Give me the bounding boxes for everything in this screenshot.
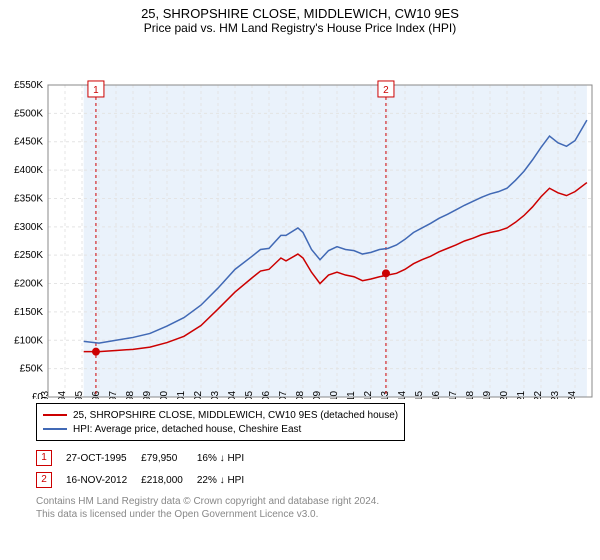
license-line-2: This data is licensed under the Open Gov… xyxy=(36,509,318,520)
transaction-date: 27-OCT-1995 xyxy=(66,447,141,469)
data-band xyxy=(84,85,587,397)
y-tick-label: £500K xyxy=(14,108,43,119)
y-tick-label: £50K xyxy=(20,364,44,375)
x-tick-label: 2002 xyxy=(193,390,204,399)
x-tick-label: 1999 xyxy=(142,390,153,399)
x-tick-label: 2001 xyxy=(176,390,187,399)
x-tick-label: 2012 xyxy=(363,390,374,399)
y-tick-label: £400K xyxy=(14,165,43,176)
y-tick-label: £350K xyxy=(14,193,43,204)
y-tick-label: £150K xyxy=(14,307,43,318)
license-line-1: Contains HM Land Registry data © Crown c… xyxy=(36,496,379,507)
x-tick-label: 2021 xyxy=(516,390,527,399)
x-tick-label: 2019 xyxy=(482,390,493,399)
transaction-point xyxy=(92,348,100,356)
x-tick-label: 2016 xyxy=(431,390,442,399)
transaction-row: 2 16-NOV-2012£218,00022% ↓ HPI xyxy=(36,469,258,491)
chart-subtitle: Price paid vs. HM Land Registry's House … xyxy=(0,21,600,37)
x-tick-label: 2005 xyxy=(244,390,255,399)
marker-number: 1 xyxy=(93,85,99,96)
transaction-marker: 1 xyxy=(36,450,52,466)
x-tick-label: 2023 xyxy=(550,390,561,399)
chart-title: 25, SHROPSHIRE CLOSE, MIDDLEWICH, CW10 9… xyxy=(0,0,600,21)
legend-item: 25, SHROPSHIRE CLOSE, MIDDLEWICH, CW10 9… xyxy=(43,408,398,422)
x-tick-label: 2018 xyxy=(465,390,476,399)
x-tick-label: 2020 xyxy=(499,390,510,399)
y-tick-label: £200K xyxy=(14,279,43,290)
x-tick-label: 1996 xyxy=(91,390,102,399)
y-tick-label: £550K xyxy=(14,80,43,91)
x-tick-label: 2007 xyxy=(278,390,289,399)
legend-swatch xyxy=(43,428,67,430)
x-tick-label: 2004 xyxy=(227,390,238,399)
x-tick-label: 2010 xyxy=(329,390,340,399)
x-tick-label: 2009 xyxy=(312,390,323,399)
legend-label: HPI: Average price, detached house, Ches… xyxy=(73,424,301,435)
x-tick-label: 2006 xyxy=(261,390,272,399)
legend-label: 25, SHROPSHIRE CLOSE, MIDDLEWICH, CW10 9… xyxy=(73,410,398,421)
y-tick-label: £100K xyxy=(14,335,43,346)
x-tick-label: 2011 xyxy=(346,391,357,399)
y-tick-label: £300K xyxy=(14,222,43,233)
x-tick-label: 1993 xyxy=(40,390,51,399)
marker-number: 2 xyxy=(383,85,389,96)
x-tick-label: 1995 xyxy=(74,390,85,399)
transaction-diff: 16% ↓ HPI xyxy=(197,447,258,469)
x-tick-label: 2024 xyxy=(567,390,578,399)
y-tick-label: £450K xyxy=(14,137,43,148)
transactions-table: 1 27-OCT-1995£79,95016% ↓ HPI 2 16-NOV-2012… xyxy=(36,447,258,491)
x-tick-label: 1994 xyxy=(57,390,68,399)
license-text: Contains HM Land Registry data © Crown c… xyxy=(36,495,566,521)
transaction-point xyxy=(382,269,390,277)
transaction-diff: 22% ↓ HPI xyxy=(197,469,258,491)
transaction-price: £218,000 xyxy=(141,469,197,491)
x-tick-label: 2003 xyxy=(210,390,221,399)
x-tick-label: 2000 xyxy=(159,390,170,399)
transaction-row: 1 27-OCT-1995£79,95016% ↓ HPI xyxy=(36,447,258,469)
x-tick-label: 2015 xyxy=(414,390,425,399)
x-tick-label: 2017 xyxy=(448,390,459,399)
legend-swatch xyxy=(43,414,67,416)
legend: 25, SHROPSHIRE CLOSE, MIDDLEWICH, CW10 9… xyxy=(36,403,405,441)
x-tick-label: 1997 xyxy=(108,390,119,399)
x-tick-label: 1998 xyxy=(125,390,136,399)
price-chart: £0£50K£100K£150K£200K£250K£300K£350K£400… xyxy=(0,37,600,399)
transaction-marker: 2 xyxy=(36,472,52,488)
transaction-date: 16-NOV-2012 xyxy=(66,469,141,491)
transaction-price: £79,950 xyxy=(141,447,197,469)
x-tick-label: 2008 xyxy=(295,390,306,399)
x-tick-label: 2014 xyxy=(397,390,408,399)
x-tick-label: 2022 xyxy=(533,390,544,399)
legend-item: HPI: Average price, detached house, Ches… xyxy=(43,422,398,436)
y-tick-label: £250K xyxy=(14,250,43,261)
